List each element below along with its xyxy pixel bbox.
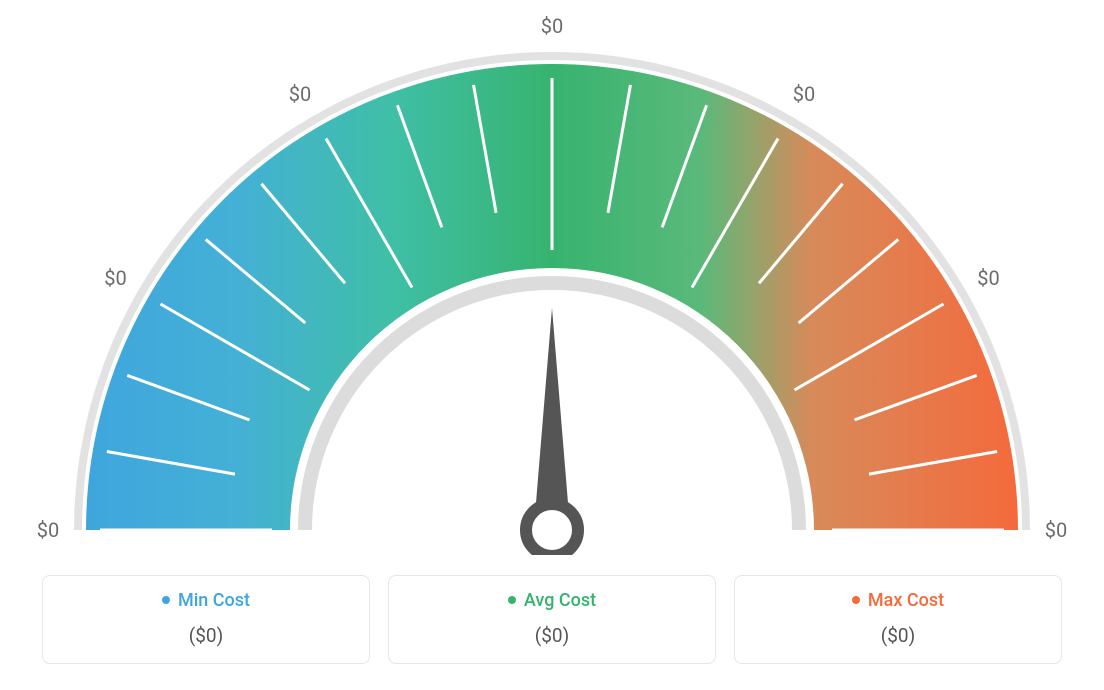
- gauge-svg: [42, 0, 1062, 555]
- legend-dot-avg: [508, 596, 516, 604]
- legend-title-min: Min Cost: [53, 590, 359, 612]
- gauge-tick-label: $0: [541, 14, 563, 38]
- legend-card-min: Min Cost ($0): [42, 575, 370, 664]
- gauge-chart: $0$0$0$0$0$0$0: [42, 0, 1062, 555]
- legend-title-avg: Avg Cost: [399, 590, 705, 612]
- gauge-tick-label: $0: [793, 82, 815, 106]
- legend-value-max: ($0): [745, 624, 1051, 647]
- legend-card-avg: Avg Cost ($0): [388, 575, 716, 664]
- gauge-tick-label: $0: [977, 266, 999, 290]
- gauge-tick-label: $0: [289, 82, 311, 106]
- legend-label-max: Max Cost: [868, 590, 944, 611]
- gauge-tick-label: $0: [37, 518, 59, 542]
- gauge-tick-label: $0: [1045, 518, 1067, 542]
- gauge-tick-label: $0: [104, 266, 126, 290]
- legend-label-min: Min Cost: [178, 590, 250, 611]
- legend-dot-min: [162, 596, 170, 604]
- legend-value-avg: ($0): [399, 624, 705, 647]
- legend-label-avg: Avg Cost: [524, 590, 596, 611]
- legend-row: Min Cost ($0) Avg Cost ($0) Max Cost ($0…: [42, 575, 1062, 664]
- legend-title-max: Max Cost: [745, 590, 1051, 612]
- legend-card-max: Max Cost ($0): [734, 575, 1062, 664]
- legend-value-min: ($0): [53, 624, 359, 647]
- legend-dot-max: [852, 596, 860, 604]
